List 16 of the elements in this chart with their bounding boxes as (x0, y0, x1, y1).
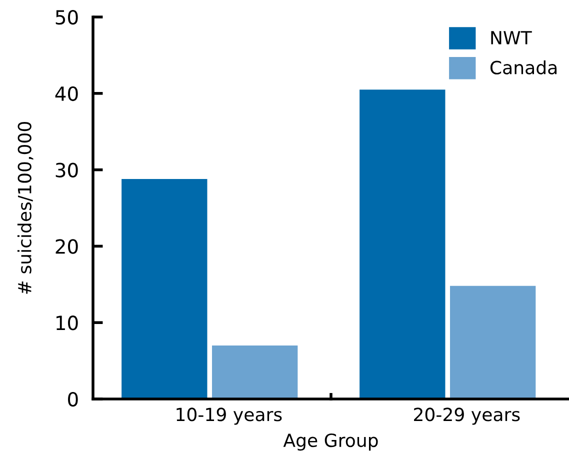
y-tick-label: 40 (55, 86, 78, 102)
y-tick-label: 0 (68, 392, 78, 407)
bar (360, 90, 446, 399)
y-tick-label: 10 (56, 316, 78, 330)
x-tick-label: 10-19 years (176, 408, 282, 425)
y-tick-label: 50 (56, 10, 78, 25)
bar (122, 178, 208, 399)
x-tick-label: 20-29 years (414, 408, 520, 425)
x-axis-title: Age Group (283, 433, 378, 451)
y-tick-label: 30 (56, 162, 78, 178)
y-tick-label: 20 (56, 239, 78, 254)
y-axis-title: # suicides/100,000 (17, 122, 34, 294)
legend-label: NWT (491, 31, 532, 44)
legend-label: Canada (490, 60, 557, 74)
bar (450, 286, 536, 399)
bar (212, 346, 298, 399)
